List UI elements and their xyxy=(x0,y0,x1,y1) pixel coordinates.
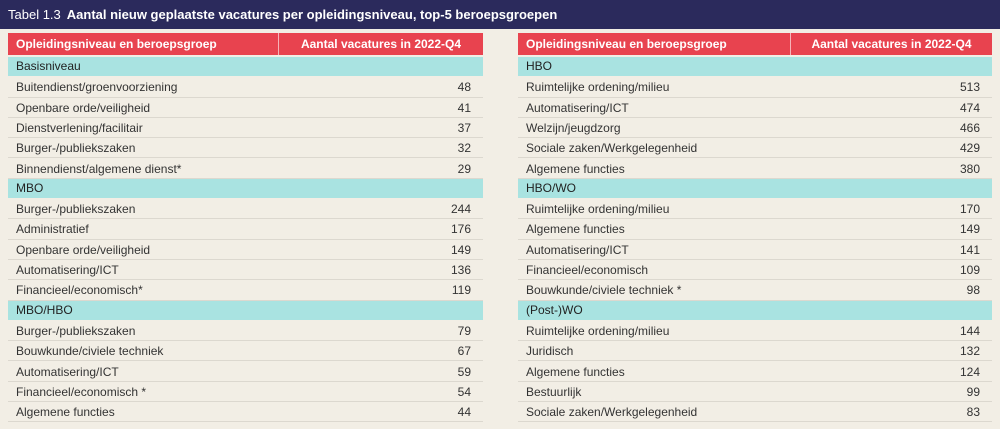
row-label: Bestuurlijk xyxy=(518,382,790,403)
column-header: Opleidingsniveau en beroepsgroep xyxy=(8,33,278,55)
section-header: HBO xyxy=(518,57,992,76)
row-value: 474 xyxy=(790,98,992,118)
row-value: 144 xyxy=(790,321,992,342)
row-value: 37 xyxy=(278,118,483,139)
row-label: Welzijn/jeugdzorg xyxy=(518,118,790,139)
row-label: Openbare orde/veiligheid xyxy=(8,240,278,260)
row-label: Ruimtelijke ordening/milieu xyxy=(518,321,790,342)
row-label: Burger-/publiekszaken xyxy=(8,138,278,159)
row-label: Algemene functies xyxy=(8,402,278,423)
row-value: 67 xyxy=(278,341,483,362)
row-value: 98 xyxy=(790,280,992,301)
row-label: Dienstverlening/facilitair xyxy=(8,118,278,139)
row-label: Openbare orde/veiligheid xyxy=(8,98,278,118)
section-header: HBO/WO xyxy=(518,178,992,198)
row-value: 170 xyxy=(790,199,992,220)
row-label: Algemene functies xyxy=(518,159,790,179)
row-label: Bouwkunde/civiele techniek xyxy=(8,341,278,362)
row-value: 83 xyxy=(790,402,992,423)
row-label: Sociale zaken/Werkgelegenheid xyxy=(518,402,790,423)
row-value: 244 xyxy=(278,199,483,220)
row-value: 59 xyxy=(278,362,483,382)
row-value: 29 xyxy=(278,159,483,179)
row-value: 149 xyxy=(278,240,483,260)
table: Opleidingsniveau en beroepsgroep Aantal v… xyxy=(518,33,992,423)
row-value: 48 xyxy=(278,77,483,98)
row-label: Automatisering/ICT xyxy=(8,260,278,281)
column-header: Aantal vacatures in 2022-Q4 xyxy=(790,33,992,55)
row-value: 513 xyxy=(790,77,992,98)
row-value: 136 xyxy=(278,260,483,281)
row-label: Burger-/publiekszaken xyxy=(8,199,278,220)
row-value: 124 xyxy=(790,362,992,382)
section-header: MBO/HBO xyxy=(8,300,483,320)
table-title: Aantal nieuw geplaatste vacatures per op… xyxy=(66,7,558,22)
row-value: 54 xyxy=(278,382,483,403)
row-value: 79 xyxy=(278,321,483,342)
section-header: Basisniveau xyxy=(8,57,483,76)
row-label: Financieel/economisch * xyxy=(8,382,278,403)
row-label: Buitendienst/groenvoorziening xyxy=(8,77,278,98)
row-value: 99 xyxy=(790,382,992,403)
table-label: Tabel 1.3 xyxy=(8,7,61,22)
title-bar: Tabel 1.3 Aantal nieuw geplaatste vacatur… xyxy=(0,0,1000,29)
row-label: Burger-/publiekszaken xyxy=(8,321,278,342)
column-header: Opleidingsniveau en beroepsgroep xyxy=(518,33,790,55)
row-label: Automatisering/ICT xyxy=(8,362,278,382)
section-header: MBO xyxy=(8,178,483,198)
row-label: Administratief xyxy=(8,219,278,240)
row-label: Sociale zaken/Werkgelegenheid xyxy=(518,138,790,159)
row-value: 32 xyxy=(278,138,483,159)
row-value: 109 xyxy=(790,260,992,281)
row-value: 141 xyxy=(790,240,992,260)
section-header: (Post-)WO xyxy=(518,300,992,320)
row-label: Automatisering/ICT xyxy=(518,98,790,118)
table: Opleidingsniveau en beroepsgroep Aantal v… xyxy=(8,33,483,423)
row-label: Binnendienst/algemene dienst* xyxy=(8,159,278,179)
row-label: Financieel/economisch xyxy=(518,260,790,281)
row-value: 380 xyxy=(790,159,992,179)
row-label: Algemene functies xyxy=(518,362,790,382)
row-label: Bouwkunde/civiele techniek * xyxy=(518,280,790,301)
row-label: Automatisering/ICT xyxy=(518,240,790,260)
row-value: 149 xyxy=(790,219,992,240)
column-header: Aantal vacatures in 2022-Q4 xyxy=(278,33,483,55)
row-label: Juridisch xyxy=(518,341,790,362)
row-value: 176 xyxy=(278,219,483,240)
row-value: 429 xyxy=(790,138,992,159)
row-value: 41 xyxy=(278,98,483,118)
row-value: 132 xyxy=(790,341,992,362)
row-label: Ruimtelijke ordening/milieu xyxy=(518,77,790,98)
row-label: Algemene functies xyxy=(518,219,790,240)
row-value: 119 xyxy=(278,280,483,301)
row-value: 466 xyxy=(790,118,992,139)
row-label: Ruimtelijke ordening/milieu xyxy=(518,199,790,220)
row-label: Financieel/economisch* xyxy=(8,280,278,301)
row-value: 44 xyxy=(278,402,483,423)
